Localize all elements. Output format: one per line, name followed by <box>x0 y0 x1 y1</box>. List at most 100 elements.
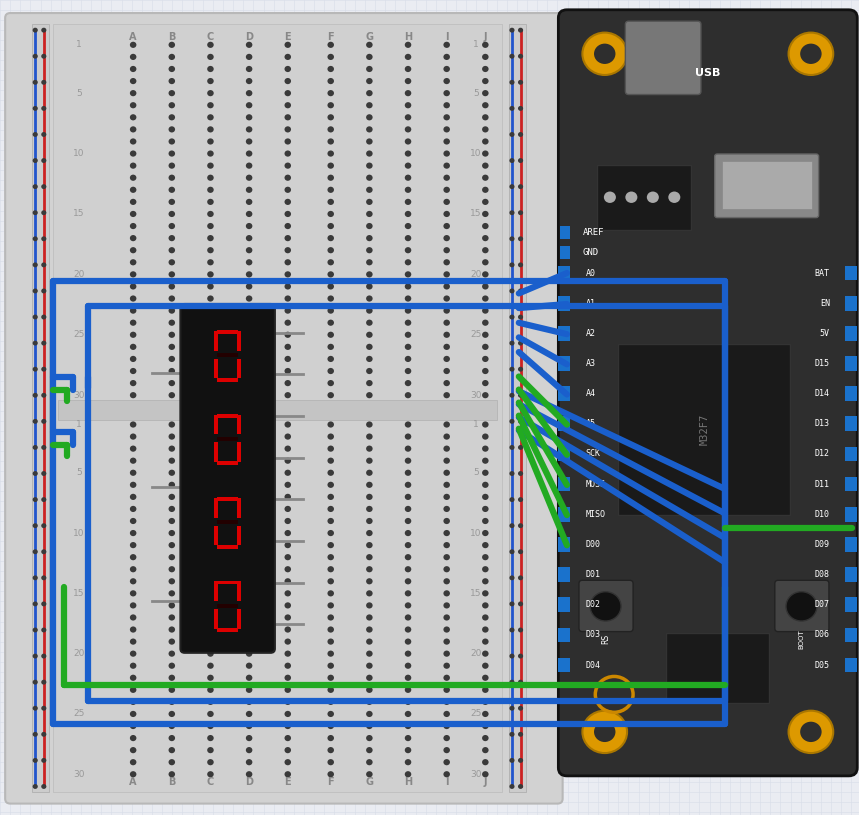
Circle shape <box>786 592 817 621</box>
Circle shape <box>284 675 291 681</box>
Circle shape <box>284 650 291 657</box>
Circle shape <box>33 262 38 267</box>
Circle shape <box>246 187 253 193</box>
Circle shape <box>405 319 411 326</box>
Circle shape <box>33 523 38 528</box>
Circle shape <box>405 78 411 84</box>
Bar <box>217 544 238 548</box>
Circle shape <box>482 259 489 266</box>
Circle shape <box>366 42 373 48</box>
Circle shape <box>405 457 411 464</box>
Text: A: A <box>130 32 137 42</box>
Circle shape <box>207 211 214 217</box>
Circle shape <box>366 223 373 229</box>
Circle shape <box>366 332 373 338</box>
Circle shape <box>246 66 253 72</box>
Circle shape <box>130 126 137 133</box>
Circle shape <box>482 771 489 778</box>
Bar <box>236 443 241 462</box>
Circle shape <box>130 332 137 338</box>
Circle shape <box>518 106 523 111</box>
Circle shape <box>443 78 450 84</box>
Circle shape <box>366 344 373 350</box>
Bar <box>845 416 857 431</box>
Circle shape <box>405 54 411 60</box>
Circle shape <box>168 711 175 717</box>
Text: 10: 10 <box>73 529 85 538</box>
Bar <box>560 226 570 239</box>
Circle shape <box>130 723 137 729</box>
Text: 5: 5 <box>76 469 82 478</box>
Circle shape <box>405 747 411 753</box>
Circle shape <box>482 663 489 669</box>
Text: 30: 30 <box>470 390 482 399</box>
Bar <box>217 378 238 381</box>
Circle shape <box>246 506 253 512</box>
Circle shape <box>168 271 175 277</box>
Circle shape <box>130 271 137 277</box>
Text: D07: D07 <box>815 600 830 610</box>
Circle shape <box>482 698 489 705</box>
Circle shape <box>284 687 291 693</box>
Circle shape <box>443 530 450 536</box>
Circle shape <box>284 259 291 266</box>
Circle shape <box>327 434 334 439</box>
Bar <box>845 477 857 491</box>
Circle shape <box>284 723 291 729</box>
Text: G: G <box>365 777 374 786</box>
Circle shape <box>405 494 411 500</box>
Text: EN: EN <box>819 298 830 308</box>
Circle shape <box>482 223 489 229</box>
Circle shape <box>443 259 450 266</box>
Circle shape <box>509 784 515 789</box>
Circle shape <box>327 602 334 609</box>
Circle shape <box>246 542 253 548</box>
Circle shape <box>168 223 175 229</box>
Text: C: C <box>207 32 214 42</box>
Circle shape <box>207 392 214 399</box>
Circle shape <box>33 680 38 685</box>
Circle shape <box>246 223 253 229</box>
Circle shape <box>443 518 450 524</box>
Circle shape <box>443 638 450 645</box>
Bar <box>845 386 857 401</box>
Circle shape <box>41 419 46 424</box>
Circle shape <box>168 247 175 253</box>
Circle shape <box>327 162 334 169</box>
Circle shape <box>509 497 515 502</box>
Circle shape <box>443 332 450 338</box>
Circle shape <box>366 554 373 560</box>
Circle shape <box>327 102 334 108</box>
Text: 25: 25 <box>470 709 482 719</box>
Circle shape <box>207 114 214 121</box>
Circle shape <box>130 554 137 560</box>
Circle shape <box>366 295 373 302</box>
Circle shape <box>482 446 489 452</box>
Circle shape <box>482 344 489 350</box>
Circle shape <box>168 554 175 560</box>
Circle shape <box>482 90 489 96</box>
Bar <box>217 580 238 584</box>
Bar <box>214 443 218 462</box>
Circle shape <box>327 259 334 266</box>
Circle shape <box>246 368 253 374</box>
Text: 15: 15 <box>470 589 482 598</box>
Circle shape <box>405 90 411 96</box>
Circle shape <box>594 44 615 64</box>
Circle shape <box>405 114 411 121</box>
Circle shape <box>327 139 334 144</box>
Circle shape <box>482 284 489 289</box>
Circle shape <box>443 434 450 439</box>
Circle shape <box>482 602 489 609</box>
Circle shape <box>246 530 253 536</box>
Circle shape <box>246 284 253 289</box>
Circle shape <box>405 199 411 205</box>
Circle shape <box>168 66 175 72</box>
Text: 10: 10 <box>73 149 85 158</box>
Bar <box>560 246 570 259</box>
Circle shape <box>246 332 253 338</box>
Circle shape <box>130 199 137 205</box>
Circle shape <box>366 578 373 584</box>
Circle shape <box>327 199 334 205</box>
Circle shape <box>327 530 334 536</box>
